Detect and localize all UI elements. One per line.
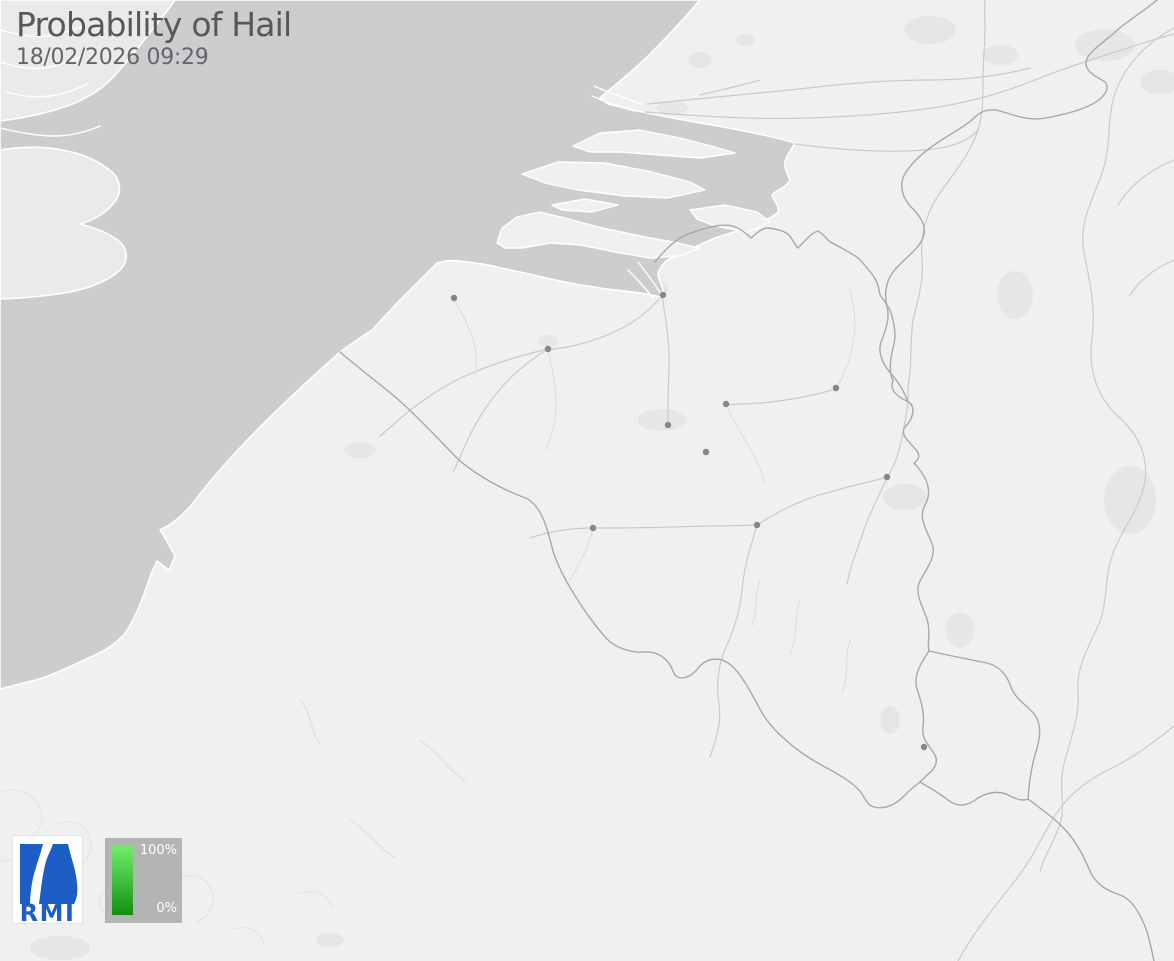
logo-left-shape bbox=[20, 844, 43, 904]
rmi-logo-graphic: RMI bbox=[20, 844, 78, 923]
city-dot bbox=[450, 294, 458, 302]
city-dot bbox=[589, 524, 597, 532]
rmi-logo: RMI bbox=[12, 835, 83, 924]
delta-islands bbox=[496, 129, 771, 259]
minor-rivers bbox=[299, 289, 856, 859]
harbour-lines bbox=[591, 85, 662, 299]
city-dot bbox=[920, 743, 928, 751]
country-borders bbox=[339, 0, 1158, 961]
city-dots-layer bbox=[450, 291, 928, 751]
city-dot bbox=[544, 345, 552, 353]
city-dot bbox=[702, 448, 710, 456]
legend-min-label: 0% bbox=[156, 901, 177, 916]
legend-max-label: 100% bbox=[139, 843, 177, 858]
england-coast bbox=[0, 0, 176, 300]
city-dot bbox=[883, 473, 891, 481]
city-dot bbox=[832, 384, 840, 392]
logo-text: RMI bbox=[20, 899, 76, 923]
page-title: Probability of Hail bbox=[16, 5, 292, 44]
legend-gradient-bar bbox=[112, 846, 133, 915]
map-timestamp: 18/02/2026 09:29 bbox=[16, 44, 209, 70]
urban-patches bbox=[30, 16, 1174, 960]
city-dot bbox=[753, 521, 761, 529]
city-dot bbox=[722, 400, 730, 408]
map-header: Probability of Hail 18/02/2026 09:29 bbox=[16, 5, 292, 70]
england-estuaries bbox=[0, 25, 101, 137]
city-dot bbox=[659, 291, 667, 299]
probability-legend: 100% 0% bbox=[105, 838, 182, 923]
logo-right-shape bbox=[39, 844, 78, 904]
rivers bbox=[379, 0, 1174, 961]
city-dot bbox=[664, 421, 672, 429]
